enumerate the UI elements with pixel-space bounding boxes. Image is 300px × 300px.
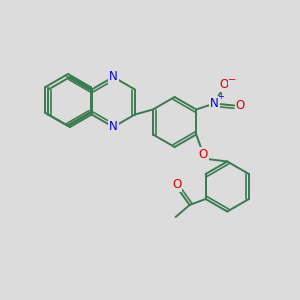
Text: −: − bbox=[228, 74, 236, 85]
Text: +: + bbox=[217, 92, 224, 101]
Text: O: O bbox=[199, 148, 208, 161]
Text: N: N bbox=[210, 97, 219, 110]
Text: O: O bbox=[172, 178, 181, 191]
Text: N: N bbox=[109, 70, 118, 83]
Text: N: N bbox=[109, 121, 118, 134]
Text: O: O bbox=[236, 99, 245, 112]
Text: O: O bbox=[220, 78, 229, 91]
